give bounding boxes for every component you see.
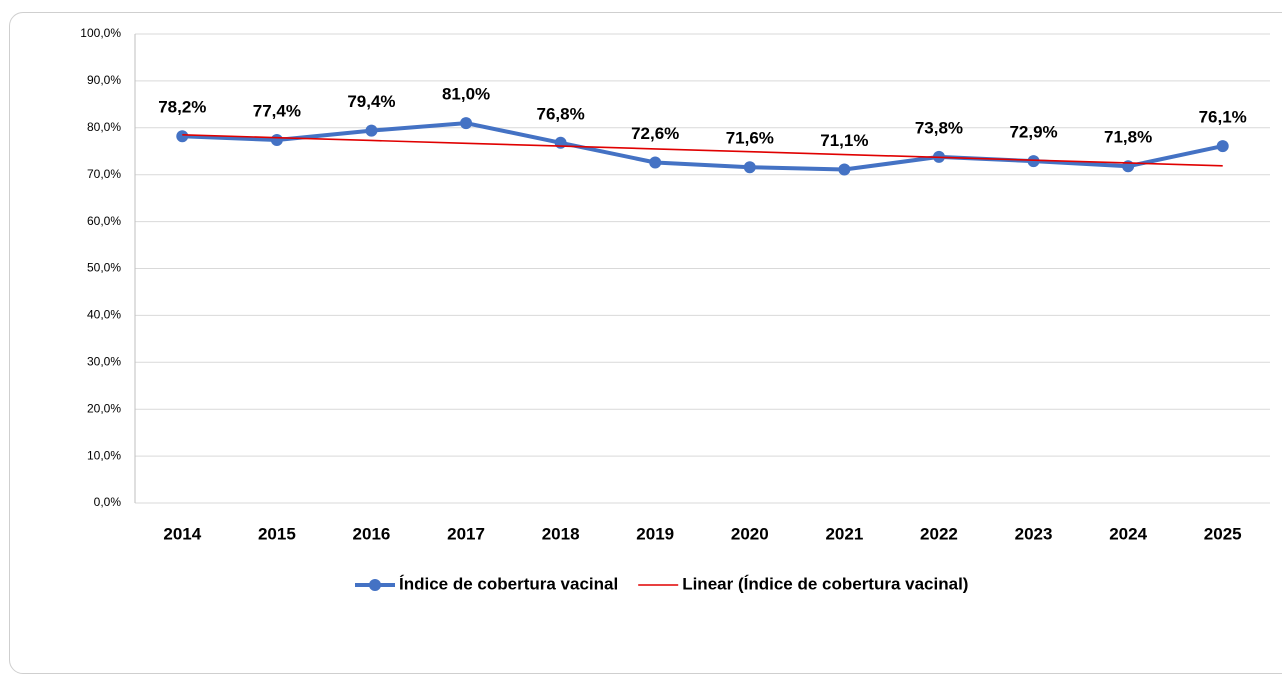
x-tick-label: 2022 xyxy=(920,524,958,543)
x-tick-label: 2019 xyxy=(636,524,674,543)
point xyxy=(743,161,756,174)
data-label: 77,4% xyxy=(253,101,301,120)
y-tick-label: 20,0% xyxy=(87,401,121,415)
data-label: 71,6% xyxy=(726,129,774,148)
data-label: 71,1% xyxy=(820,131,868,150)
y-tick-label: 50,0% xyxy=(87,261,121,275)
data-label: 78,2% xyxy=(158,98,206,117)
x-tick-label: 2016 xyxy=(353,524,391,543)
point xyxy=(270,133,283,146)
data-label: 79,4% xyxy=(347,92,395,111)
x-tick-label: 2018 xyxy=(542,524,580,543)
x-tick-label: 2024 xyxy=(1109,524,1147,543)
x-tick-label: 2020 xyxy=(731,524,769,543)
y-tick-label: 60,0% xyxy=(87,214,121,228)
y-tick-label: 70,0% xyxy=(87,167,121,181)
y-tick-label: 90,0% xyxy=(87,73,121,87)
point xyxy=(1027,155,1040,168)
point xyxy=(460,117,473,130)
y-tick-label: 0,0% xyxy=(94,495,122,509)
y-tick-label: 40,0% xyxy=(87,308,121,322)
y-tick-label: 30,0% xyxy=(87,354,121,368)
x-tick-label: 2021 xyxy=(825,524,863,543)
trend-line xyxy=(182,134,1223,167)
y-tick-label: 10,0% xyxy=(87,448,121,462)
legend-marker xyxy=(369,579,381,591)
data-label: 72,9% xyxy=(1009,123,1057,142)
data-label: 76,8% xyxy=(537,104,585,123)
legend-label: Índice de cobertura vacinal xyxy=(399,574,618,593)
x-tick-label: 2017 xyxy=(447,524,485,543)
x-tick-label: 2023 xyxy=(1015,524,1053,543)
x-tick-label: 2015 xyxy=(258,524,296,543)
point xyxy=(838,163,851,176)
data-label: 72,6% xyxy=(631,124,679,143)
data-label: 73,8% xyxy=(915,118,963,137)
data-label: 81,0% xyxy=(442,85,490,104)
legend-label: Linear (Índice de cobertura vacinal) xyxy=(682,574,968,593)
data-label: 71,8% xyxy=(1104,128,1152,147)
data-label: 76,1% xyxy=(1199,108,1247,127)
point xyxy=(365,124,378,137)
x-tick-label: 2025 xyxy=(1204,524,1242,543)
point xyxy=(1216,140,1229,153)
x-tick-label: 2014 xyxy=(163,524,201,543)
point xyxy=(649,156,662,169)
y-tick-label: 100,0% xyxy=(80,26,121,40)
point xyxy=(176,130,189,143)
chart: 0,0% 10,0% 20,0% 30,0% 40,0% 50,0% 60,0% 70,0% 8… xyxy=(80,26,1270,593)
series-line xyxy=(182,121,1224,172)
y-tick-label: 80,0% xyxy=(87,120,121,134)
